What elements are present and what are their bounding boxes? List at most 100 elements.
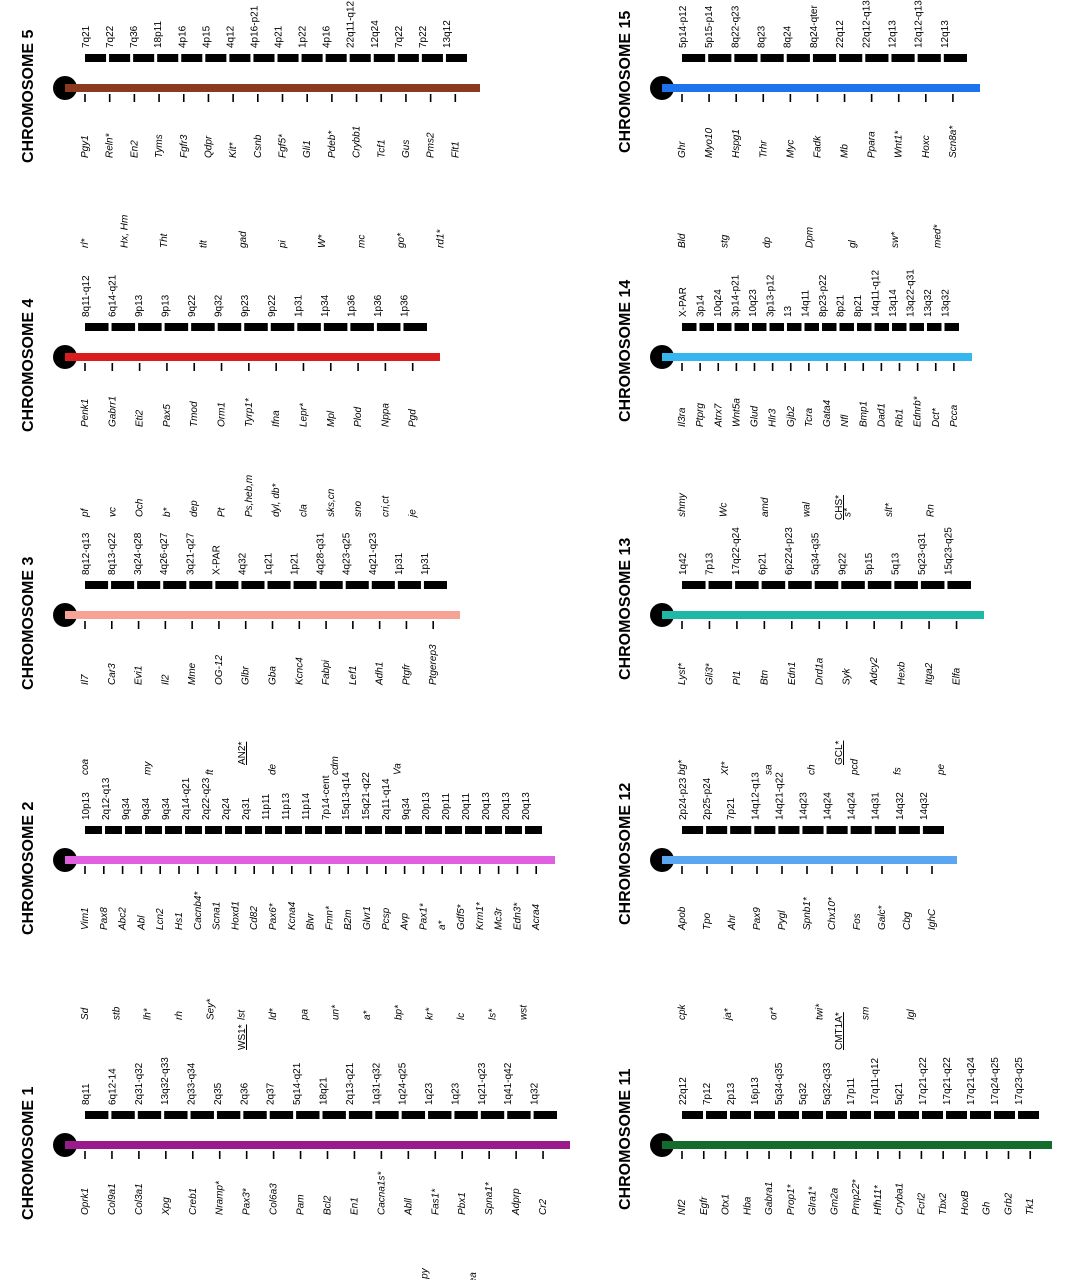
mutant-label: Och [135, 498, 146, 517]
linkage-segment [244, 323, 268, 331]
chromosome-panel: CHROMOSOME 2 Vim1 Pax8 Abc2 Abl Lcn2 Hs1 Cacnb4… [20, 742, 555, 1021]
linkage-segment [682, 581, 706, 589]
mutant-label: gad [238, 231, 249, 248]
linkage-segment [947, 581, 971, 589]
gene-label: Lcn2 [155, 908, 166, 930]
mutant-label: bp* [393, 1004, 404, 1020]
human-locus-label: 17q21-q22 [942, 1057, 953, 1105]
human-locus-label: 18p11 [153, 20, 164, 48]
linkage-segment [802, 826, 824, 834]
chromosome-panel: CHROMOSOME 3 Il7 Car3 Evi1 Il2 Mme OG-12 Glbr Gb… [20, 532, 460, 775]
human-locus-label: 2q31 [241, 797, 252, 820]
gene-label: Gabra1 [764, 1182, 775, 1215]
mutant-label: fs [893, 767, 904, 775]
disease-label: CMT1A* [834, 1012, 845, 1050]
linkage-segment [708, 54, 732, 62]
gene-label: Nfl [840, 414, 851, 427]
mutant-label: Pt [217, 506, 228, 517]
human-locus-label: 1q41-q42 [503, 1062, 514, 1105]
human-locus-label: 8q12-q13 [81, 532, 92, 575]
gene-label: Ahr [727, 914, 738, 931]
gene-label: Egfr [699, 1196, 710, 1215]
linkage-segment [145, 826, 162, 834]
human-locus-label: 17q21-q22 [918, 1057, 929, 1105]
human-locus-label: 4q23-q25 [342, 532, 353, 575]
human-locus-label: 1p22 [298, 25, 309, 48]
gene-label: Hspg1 [731, 129, 742, 158]
linkage-segment [217, 323, 242, 331]
gene-label: Fcrl2 [916, 1192, 927, 1215]
linkage-segment [373, 54, 395, 62]
mutant-label: pf [80, 507, 91, 518]
linkage-segment [826, 1111, 847, 1119]
linkage-segment [894, 581, 918, 589]
linkage-segment [371, 581, 395, 589]
linkage-segment [350, 323, 374, 331]
gene-label: En2 [129, 140, 140, 158]
gene-label: Syk [842, 667, 853, 685]
mutant-label: kr* [425, 1007, 436, 1020]
human-locus-label: 20q13 [501, 792, 512, 820]
linkage-segment [403, 323, 427, 331]
mutant-label: lc [456, 1013, 467, 1020]
gene-label: Hexb [897, 661, 908, 685]
human-locus-label: 11p13 [281, 792, 292, 820]
gene-label: Tbx2 [938, 1192, 949, 1215]
linkage-segment [164, 323, 189, 331]
gene-label: Avp [400, 913, 411, 931]
gene-label: Btn [759, 670, 770, 685]
chromosome-panel: CHROMOSOME 1 Oprk1 Col9a1 Col3a1 Xpg Creb1 Nra… [20, 1024, 570, 1280]
gene-label: Grb2 [1003, 1192, 1014, 1215]
human-locus-label: 14q23 [798, 792, 809, 820]
linkage-segment [786, 54, 810, 62]
human-locus-label: 9q32 [214, 294, 225, 317]
chromosome-axis [65, 353, 440, 361]
gene-label: Bcl2 [323, 1195, 334, 1215]
human-locus-label: 14q24 [823, 792, 834, 820]
mutant-label: Igl [906, 1009, 917, 1020]
linkage-segment [325, 826, 342, 834]
human-locus-label: 16p13 [750, 1077, 761, 1105]
human-locus-label: 1p34 [320, 294, 331, 317]
mutant-label: pa [299, 1008, 310, 1021]
gene-label: Hoxd1 [230, 901, 241, 930]
mutant-label: dyl, db* [271, 483, 282, 517]
linkage-segment [841, 581, 865, 589]
gene-label: Csnb [253, 134, 264, 158]
linkage-segment [874, 826, 896, 834]
gene-label: Glvr1 [362, 906, 373, 930]
gene-label: Ednrb* [913, 395, 924, 427]
mutant-label: rl* [80, 237, 91, 248]
human-locus-label: 6q12-14 [107, 1068, 118, 1105]
linkage-segment [804, 323, 819, 331]
human-locus-label: 13q14 [888, 289, 899, 317]
linkage-segment [85, 1111, 109, 1119]
human-locus-label: 1q21-q23 [477, 1062, 488, 1105]
linkage-segment [708, 581, 733, 589]
human-locus-label: 4p15 [201, 25, 212, 48]
mutant-label: twi* [815, 1003, 826, 1020]
linkage-segment [922, 826, 944, 834]
human-locus-label: 4q26-q27 [159, 532, 170, 575]
linkage-segment [533, 1111, 557, 1119]
human-locus-label: 5q32 [798, 1082, 809, 1105]
linkage-segment [267, 581, 291, 589]
gene-label: Pax8 [99, 907, 110, 930]
human-locus-label: 13q32-q33 [160, 1057, 171, 1105]
linkage-segment [109, 54, 131, 62]
human-locus-label: 1q23 [424, 1082, 435, 1105]
human-locus-label: 8q24-qter [809, 5, 820, 48]
gene-label: Adh1 [375, 662, 386, 686]
linkage-segment [850, 1111, 871, 1119]
human-locus-label: 5q21 [894, 1082, 905, 1105]
gene-label: Abll [403, 1198, 414, 1216]
human-locus-label: 6p224-p23 [784, 527, 795, 575]
gene-label: Lef1 [348, 666, 359, 685]
human-locus-label: 20q13 [521, 792, 532, 820]
linkage-segment [138, 323, 162, 331]
gene-label: Tcra [804, 407, 815, 427]
gene-label: Crybb1 [352, 126, 363, 158]
gene-label: Gata4 [822, 399, 833, 427]
linkage-segment [717, 323, 732, 331]
gene-label: Flt1 [450, 141, 461, 158]
